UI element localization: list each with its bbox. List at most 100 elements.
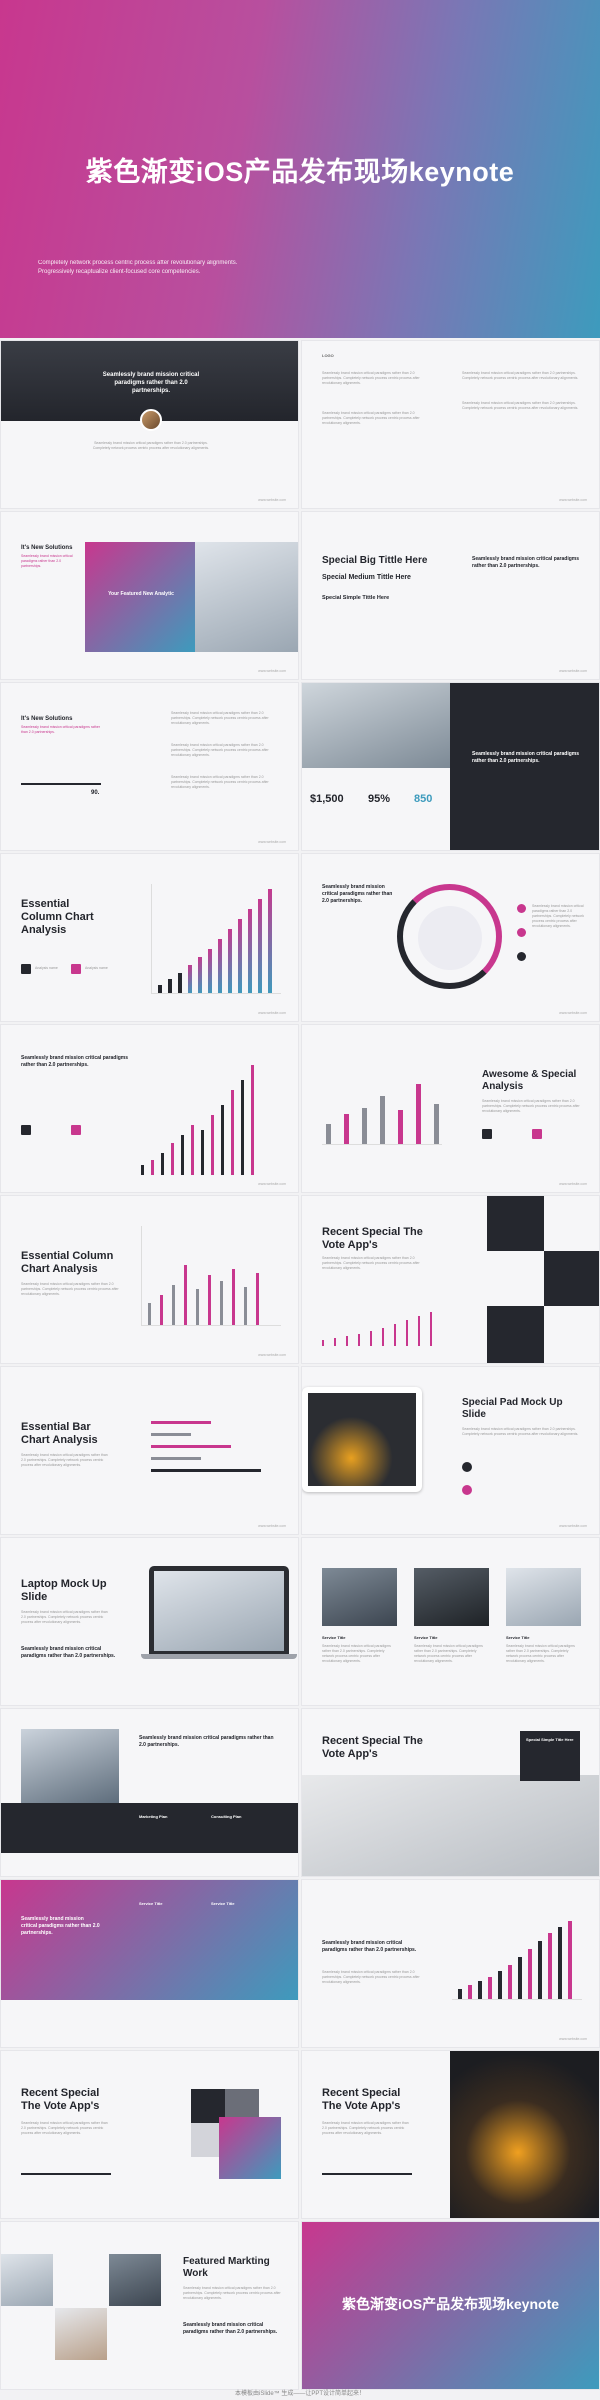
progress-bar — [21, 2173, 111, 2175]
slide-thumb-19[interactable]: Seamlessly brand mission critical paradi… — [0, 1879, 299, 2048]
gradient-panel — [85, 542, 195, 652]
slide-thumb-20[interactable]: Seamlessly brand mission critical paradi… — [301, 1879, 600, 2048]
bar — [208, 949, 212, 993]
progress-bar — [21, 783, 101, 785]
bar — [141, 1165, 144, 1175]
body-text: Seamlessly brand mission critical paradi… — [21, 1282, 119, 1296]
service-title-1: Service Title — [322, 1635, 346, 1640]
column-chart — [322, 1065, 442, 1145]
panel-text: Seamlessly brand mission critical paradi… — [472, 751, 579, 764]
bar — [394, 1324, 396, 1346]
progress-value: 90. — [91, 790, 100, 796]
bar — [151, 1160, 154, 1175]
slide-thumb-2[interactable]: LOGO Seamlessly brand mission critical p… — [301, 340, 600, 509]
headline: Seamlessly brand mission critical paradi… — [21, 1055, 128, 1068]
question-mark-photo — [450, 2051, 599, 2218]
dark-band — [1, 1803, 298, 1853]
bar — [211, 1115, 214, 1175]
bar — [171, 1143, 174, 1175]
hero-photo — [1, 341, 298, 421]
bar — [244, 1287, 247, 1325]
slide-thumb-9[interactable]: Seamlessly brand mission critical paradi… — [0, 1024, 299, 1193]
slide-thumb-4[interactable]: Special Big Tittle Here Special Medium T… — [301, 511, 600, 680]
slide-thumb-11[interactable]: Essential Column Chart Analysis Seamless… — [0, 1195, 299, 1364]
bar — [548, 1933, 552, 1999]
headline: Seamlessly brand mission critical paradi… — [21, 1916, 100, 1936]
bar — [380, 1096, 385, 1144]
photo-2 — [55, 2308, 107, 2360]
slide-thumb-12[interactable]: Recent Special The Vote App's Seamlessly… — [301, 1195, 600, 1364]
slide-thumb-10[interactable]: Awesome & Special Analysis Seamlessly br… — [301, 1024, 600, 1193]
slide-thumb-24-closing[interactable]: 紫色渐变iOS产品发布现场keynote — [301, 2221, 600, 2390]
bar — [172, 1285, 175, 1325]
slide-thumb-16[interactable]: Service Title Service Title Service Titl… — [301, 1537, 600, 1706]
stat-2: 95% — [368, 793, 391, 805]
keyboard-photo — [302, 1775, 599, 1876]
slide-thumb-6[interactable]: Seamlessly brand mission critical paradi… — [301, 682, 600, 851]
avatar — [140, 409, 162, 431]
slide-thumb-5[interactable]: It's New Solutions Seamlessly brand miss… — [0, 682, 299, 851]
office-photo — [302, 683, 450, 768]
bullet-pink — [462, 1485, 472, 1495]
bar — [251, 1065, 254, 1175]
service-a: Service Title — [139, 1901, 163, 1906]
bar — [268, 889, 272, 993]
bar — [198, 957, 202, 993]
bar — [220, 1281, 223, 1325]
slide-thumb-8[interactable]: Seamlessly brand mission critical paradi… — [301, 853, 600, 1022]
subtitle: Seamlessly brand mission critical paradi… — [21, 554, 73, 568]
bar — [334, 1338, 336, 1346]
bar — [181, 1135, 184, 1175]
slide-thumb-23[interactable]: Featured Markting Work Seamlessly brand … — [0, 2221, 299, 2390]
donut-ring — [397, 884, 502, 989]
dot-dark — [517, 952, 526, 961]
bar — [178, 973, 182, 993]
title: Recent Special The Vote App's — [322, 2087, 401, 2112]
bar — [322, 1340, 324, 1346]
slide-thumb-3[interactable]: It's New Solutions Seamlessly brand miss… — [0, 511, 299, 680]
slide-thumb-21[interactable]: Recent Special The Vote App's Seamlessly… — [0, 2050, 299, 2219]
meeting-photo — [21, 1729, 119, 1803]
legend-swatch-dark — [21, 964, 31, 974]
icon-tile-dark-1 — [487, 1196, 544, 1251]
bar — [478, 1981, 482, 1999]
closing-title: 紫色渐变iOS产品发布现场keynote — [341, 2296, 560, 2312]
slide-thumb-22[interactable]: Recent Special The Vote App's Seamlessly… — [301, 2050, 600, 2219]
bar — [218, 939, 222, 993]
legend-label-1: Analysis name — [35, 966, 58, 970]
headline: Seamlessly brand mission critical paradi… — [102, 372, 200, 394]
slide-thumb-14[interactable]: Special Pad Mock Up Slide Seamlessly bra… — [301, 1366, 600, 1535]
stat-1: $1,500 — [310, 793, 344, 805]
bar — [498, 1971, 502, 1999]
column-chart — [141, 1055, 281, 1175]
slide-thumb-7[interactable]: Essential Column Chart Analysis Analysis… — [0, 853, 299, 1022]
title-big: Special Big Tittle Here — [322, 555, 428, 566]
headline: Seamlessly brand mission critical paradi… — [322, 884, 393, 904]
mini-bar-chart — [322, 1306, 442, 1346]
slide-thumb-1[interactable]: Seamlessly brand mission critical paradi… — [0, 340, 299, 509]
photo-1 — [1, 2254, 53, 2306]
body-text: Seamlessly brand mission critical paradi… — [322, 1256, 420, 1270]
footer: www.website.com — [258, 1353, 286, 1357]
footer: www.website.com — [258, 1011, 286, 1015]
footer: www.website.com — [559, 1011, 587, 1015]
overlay-title: Your Featured New Analytic — [108, 591, 174, 597]
bar — [362, 1108, 367, 1144]
bar-chart — [151, 1417, 271, 1487]
cover-slide[interactable]: 紫色渐变iOS产品发布现场keynote Completely network … — [0, 0, 600, 338]
item-text-1: Seamlessly brand mission critical paradi… — [532, 904, 584, 928]
body-text-2: Seamlessly brand mission critical paradi… — [171, 743, 269, 757]
slide-thumb-13[interactable]: Essential Bar Chart Analysis Seamlessly … — [0, 1366, 299, 1535]
bottom-credit: 本模板由iSlide™ 生成——让PPT设计简单起来！ — [234, 2391, 365, 2397]
bar — [241, 1080, 244, 1175]
photo-3 — [506, 1568, 581, 1626]
bar — [232, 1269, 235, 1325]
slide-thumb-18[interactable]: Recent Special The Vote App's Special Si… — [301, 1708, 600, 1877]
bar — [184, 1265, 187, 1325]
slide-thumb-17[interactable]: Seamlessly brand mission critical paradi… — [0, 1708, 299, 1877]
body-text: Seamlessly brand mission critical paradi… — [183, 2286, 281, 2300]
service-title-3: Service Title — [506, 1635, 530, 1640]
slide-thumb-15[interactable]: Laptop Mock Up Slide Seamlessly brand mi… — [0, 1537, 299, 1706]
title: Essential Bar Chart Analysis — [21, 1421, 98, 1446]
title: Recent Special The Vote App's — [322, 1226, 423, 1251]
